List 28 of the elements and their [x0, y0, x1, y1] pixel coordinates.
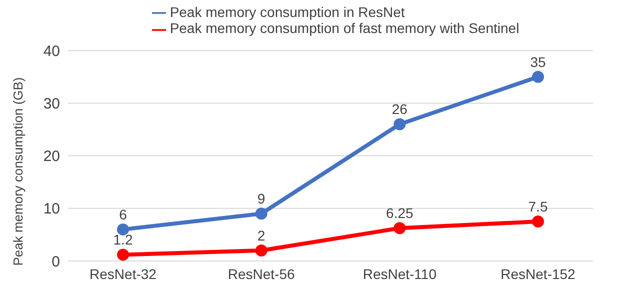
y-tick-label: 20: [43, 148, 60, 166]
y-tick-label: 40: [43, 42, 60, 60]
point: [117, 248, 129, 261]
point: [255, 244, 268, 256]
data-label: 2: [257, 227, 266, 244]
data-label: 9: [257, 190, 266, 207]
y-tick-label: 30: [43, 96, 60, 113]
legend-label: Peak memory consumption in ResNet: [170, 4, 405, 20]
data-label: 6: [119, 206, 128, 222]
point: [532, 216, 544, 228]
point: [255, 208, 268, 220]
point: [394, 118, 406, 130]
point: [117, 223, 129, 236]
data-label: 7.5: [528, 198, 548, 215]
point: [394, 222, 406, 234]
data-label: 26: [392, 101, 408, 118]
x-tick-label: ResNet-110: [362, 266, 437, 282]
data-label: 1.2: [113, 232, 133, 248]
y-axis-title: Peak memory consumption (GB): [10, 77, 26, 266]
data-label: 35: [530, 54, 546, 70]
x-tick-label: ResNet-32: [90, 266, 157, 282]
point: [532, 70, 544, 83]
x-tick-label: ResNet-152: [500, 266, 576, 282]
data-label: 6.25: [386, 205, 414, 222]
legend-label: Peak memory consumption of fast memory with Sentinel: [170, 20, 520, 36]
y-tick-label: 0: [52, 253, 60, 270]
y-tick-label: 10: [43, 200, 60, 218]
x-tick-label: ResNet-56: [228, 266, 296, 282]
